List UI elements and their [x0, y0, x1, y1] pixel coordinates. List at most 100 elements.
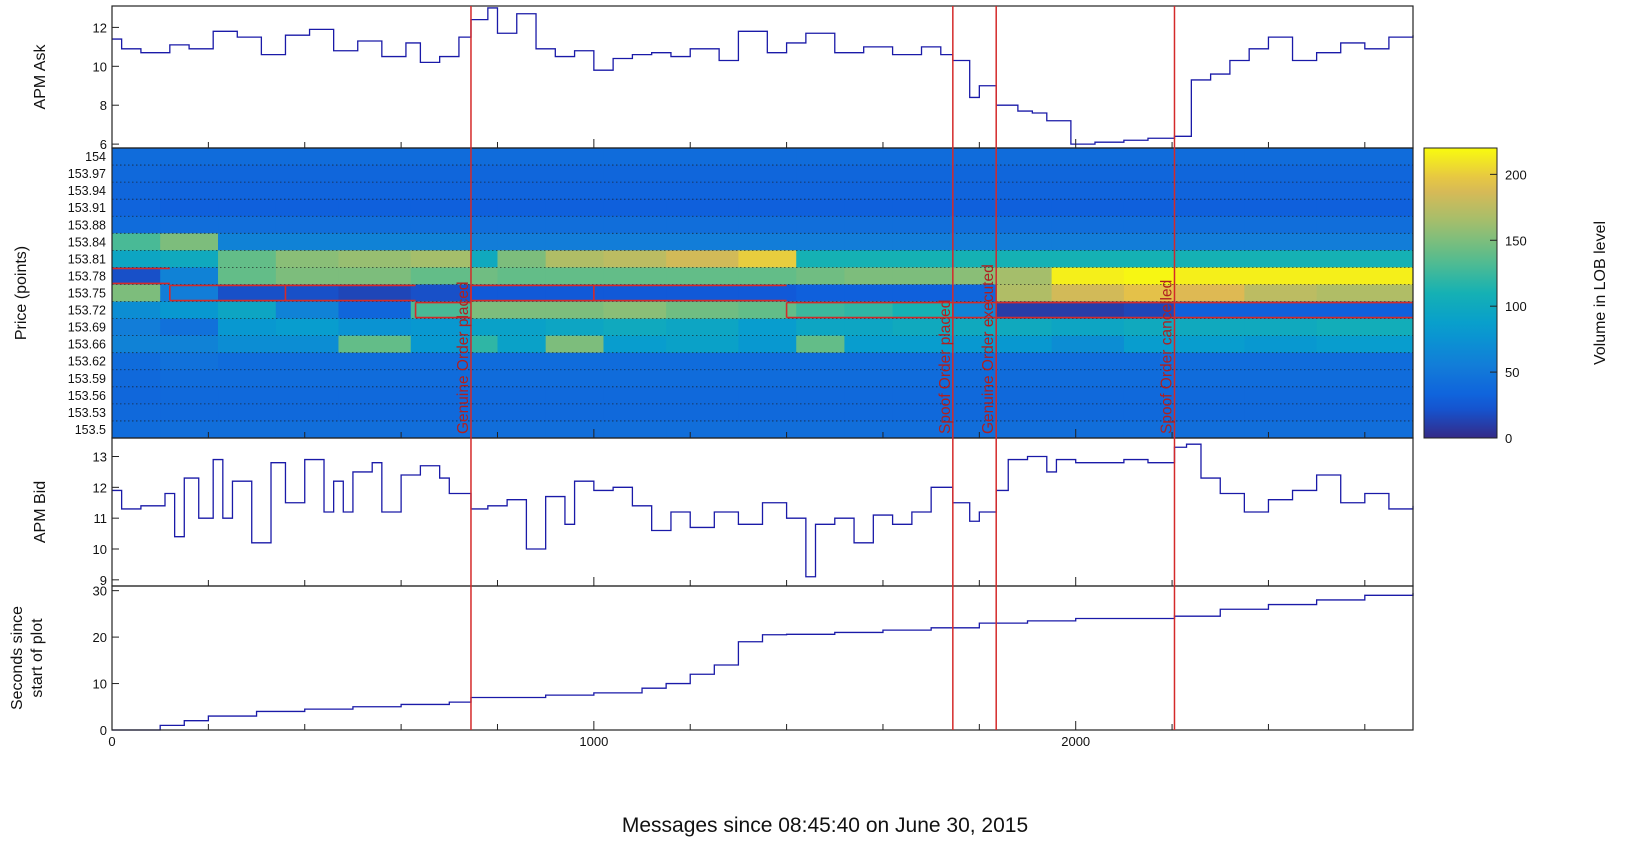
heatmap-cell — [275, 386, 339, 405]
heatmap-cell — [1316, 267, 1414, 285]
heatmap-cell — [844, 420, 894, 439]
heatmap-cell — [1244, 403, 1318, 422]
heatmap-cell — [603, 369, 667, 388]
heatmap-cell — [738, 369, 797, 388]
heatmap-cell — [603, 420, 667, 439]
heatmap-cell — [112, 352, 161, 371]
heatmap-cell — [1051, 199, 1125, 217]
heatmap-cell — [892, 182, 954, 200]
heatmap-cell — [545, 335, 604, 354]
heatmap-cell — [160, 369, 219, 388]
heatmap-cell — [1244, 199, 1318, 217]
ask-ytick-label: 6 — [100, 137, 107, 152]
price-level-label: 153.97 — [68, 167, 106, 181]
heatmap-cell — [410, 250, 472, 268]
panel-frames — [111, 5, 1414, 731]
heatmap-cell — [603, 335, 667, 354]
heatmap-cell — [497, 369, 547, 388]
heatmap-cell — [470, 216, 498, 234]
heatmap-cell — [497, 318, 547, 337]
heatmap-cell — [603, 301, 667, 320]
heatmap-cell — [892, 301, 954, 320]
heatmap-cell — [738, 335, 797, 354]
heatmap-cell — [666, 148, 739, 166]
heatmap-cell — [603, 352, 667, 371]
heatmap-cell — [738, 233, 797, 251]
heatmap-cell — [603, 233, 667, 251]
heatmap-cell — [738, 386, 797, 405]
heatmap-cell — [844, 216, 894, 234]
heatmap-cell — [470, 301, 498, 320]
heatmap-cell — [275, 165, 339, 183]
heatmap-cell — [1244, 148, 1318, 166]
ask-y-axis-title: APM Ask — [32, 44, 49, 110]
heatmap-cell — [1051, 267, 1125, 285]
ask-ytick-label: 10 — [93, 59, 107, 74]
heatmap-cell — [1244, 182, 1318, 200]
heatmap-cell — [160, 403, 219, 422]
heatmap-cell — [545, 216, 604, 234]
heatmap-cell — [160, 301, 219, 320]
seconds-series-line — [112, 592, 1414, 731]
heatmap-cell — [996, 403, 1053, 422]
colorbar-tick-label: 150 — [1505, 233, 1527, 248]
heatmap-cell — [410, 284, 472, 303]
ask-series-line — [112, 7, 1414, 145]
heatmap-cell — [892, 335, 954, 354]
heatmap-cell — [996, 233, 1053, 251]
heatmap-cell — [1123, 335, 1175, 354]
heatmap-cell — [1316, 386, 1414, 405]
heatmap-cell — [892, 216, 954, 234]
heatmap-cell — [1244, 335, 1318, 354]
heatmap-cell — [1244, 216, 1318, 234]
heatmap-cell — [1316, 233, 1414, 251]
heatmap-cell — [1123, 216, 1175, 234]
heatmap-cell — [160, 352, 219, 371]
heatmap-cell — [338, 335, 412, 354]
heatmap-cell — [1316, 301, 1414, 320]
heatmap-cell — [738, 182, 797, 200]
heatmap-cell — [545, 284, 604, 303]
heatmap-cell — [1244, 301, 1318, 320]
heatmap-cell — [952, 199, 997, 217]
heatmap-cell — [338, 182, 412, 200]
heatmap-cell — [1123, 352, 1175, 371]
heatmap-cell — [1051, 352, 1125, 371]
heatmap-cell — [996, 284, 1053, 303]
heatmap-cell — [666, 352, 739, 371]
heatmap-cell — [497, 233, 547, 251]
heatmap-cell — [666, 284, 739, 303]
heatmap-cell — [844, 386, 894, 405]
event-label: Spoof Order placed — [937, 300, 954, 434]
heatmap-cell — [1174, 301, 1245, 320]
heatmap-cell — [275, 420, 339, 439]
price-level-label: 153.56 — [68, 389, 106, 403]
colorbar-tick-label: 50 — [1505, 365, 1519, 380]
heatmap-cell — [666, 250, 739, 268]
heatmap-cell — [470, 199, 498, 217]
ask-panel-frame — [111, 5, 1414, 149]
seconds-y-axis-title-line1: Seconds since — [9, 606, 26, 710]
heatmap-cell — [1051, 335, 1125, 354]
heatmap-cell — [1123, 148, 1175, 166]
heatmap-cell — [338, 250, 412, 268]
heatmap-cell — [952, 369, 997, 388]
heatmap-cell — [796, 352, 845, 371]
heatmap-cell — [160, 233, 219, 251]
heatmap-cell — [1051, 403, 1125, 422]
x-tick-label: 2000 — [1061, 734, 1090, 749]
heatmap-cell — [996, 352, 1053, 371]
heatmap-cell — [1244, 386, 1318, 405]
heatmap-cell — [738, 148, 797, 166]
colorbar-tick-label: 0 — [1505, 431, 1512, 446]
heatmap-cell — [738, 216, 797, 234]
heatmap-cell — [996, 182, 1053, 200]
heatmap-cell — [796, 318, 845, 337]
secs-panel-frame — [111, 585, 1414, 731]
heatmap-cell — [666, 420, 739, 439]
heatmap-cell — [275, 199, 339, 217]
price-level-label: 153.5 — [75, 423, 106, 437]
heatmap-cell — [952, 148, 997, 166]
heatmap-cell — [470, 148, 498, 166]
